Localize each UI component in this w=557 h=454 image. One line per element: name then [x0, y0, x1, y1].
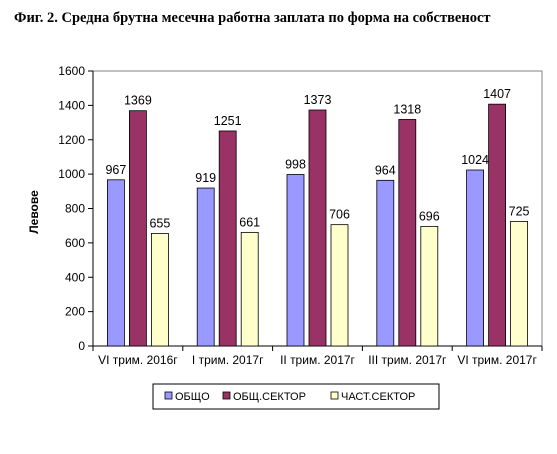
legend-entry: ОБЩ.СЕКТОР — [233, 391, 306, 403]
bar — [107, 179, 125, 347]
bar — [286, 174, 305, 347]
bar — [150, 233, 169, 347]
data-label: 1373 — [304, 93, 332, 107]
bar — [218, 130, 237, 347]
x-tick-label: II трим. 2017г — [280, 353, 355, 367]
x-tick-label: III трим. 2017г — [368, 353, 447, 367]
y-tick-label: 800 — [65, 202, 85, 216]
y-tick-label: 600 — [65, 236, 85, 250]
bar — [240, 231, 259, 347]
y-axis: 0 200 400 600 800 1000 1200 1400 1600 — [58, 64, 94, 353]
y-tick-label: 1200 — [58, 133, 85, 147]
bars — [107, 103, 529, 347]
data-label: 725 — [509, 204, 530, 218]
x-tick-label: VI трим. 2016г — [98, 353, 178, 367]
legend-entry: ОБЩО — [175, 391, 210, 403]
data-label: 967 — [105, 163, 126, 177]
y-axis-title: Левове — [27, 190, 41, 234]
bar — [488, 103, 507, 347]
bar — [128, 110, 147, 347]
bar — [420, 225, 439, 347]
legend-box — [152, 383, 440, 410]
y-tick-label: 1400 — [58, 98, 85, 112]
x-tick-label: I трим. 2017г — [192, 353, 264, 367]
data-label: 1251 — [214, 114, 242, 128]
data-label: 964 — [375, 163, 396, 177]
legend-swatch — [330, 391, 339, 400]
data-label: 1407 — [483, 87, 511, 101]
bar — [398, 119, 417, 347]
legend-swatch — [222, 391, 231, 400]
y-tick-label: 1600 — [58, 64, 85, 78]
bar — [196, 187, 215, 347]
y-tick-label: 200 — [65, 305, 85, 319]
y-tick-label: 1000 — [58, 167, 85, 181]
x-axis: VI трим. 2016г I трим. 2017г II трим. 2017… — [92, 345, 543, 367]
chart-title: Фиг. 2. Средна брутна месечна работна за… — [14, 10, 491, 26]
bar — [308, 109, 327, 347]
legend-entry: ЧАСТ.СЕКТОР — [341, 391, 415, 403]
data-label: 1024 — [461, 153, 489, 167]
legend: ОБЩО ОБЩ.СЕКТОР ЧАСТ.СЕКТОР — [152, 383, 440, 410]
y-tick-label: 0 — [78, 339, 85, 353]
bar — [510, 220, 529, 347]
data-label: 706 — [329, 208, 350, 222]
data-label: 1369 — [124, 94, 152, 108]
data-label: 919 — [195, 171, 216, 185]
data-label: 661 — [239, 215, 260, 229]
y-tick-label: 400 — [65, 270, 85, 284]
legend-swatch — [164, 391, 173, 400]
data-labels: 967 919 998 964 1024 1369 1251 1373 1318 1407 655 6… — [105, 87, 529, 230]
bar — [376, 179, 395, 347]
data-label: 998 — [285, 157, 306, 171]
data-label: 655 — [149, 216, 170, 230]
data-label: 696 — [419, 209, 440, 223]
bar — [330, 224, 349, 347]
bar — [466, 169, 485, 347]
data-label: 1318 — [393, 102, 421, 116]
x-tick-label: VI трим. 2017г — [457, 353, 537, 367]
